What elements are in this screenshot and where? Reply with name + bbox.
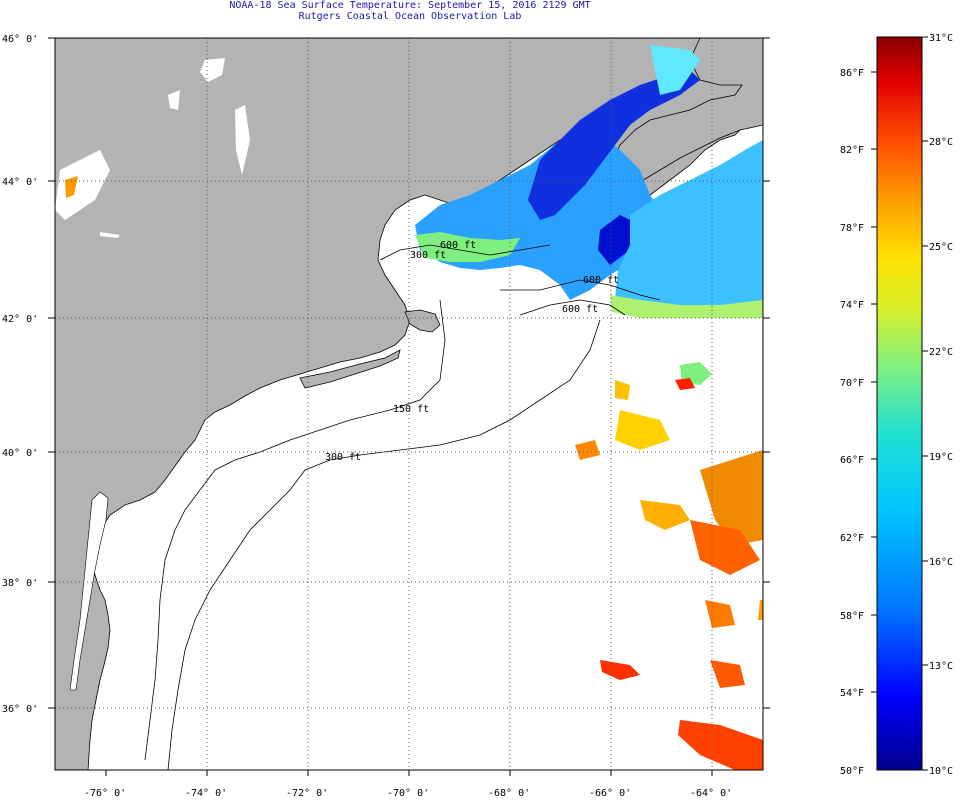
tick-marks	[48, 37, 770, 776]
longitude-labels: -76° 0' -74° 0' -72° 0' -70° 0' -68° 0' …	[84, 788, 732, 799]
cb-label-74f: 74°F	[840, 300, 864, 311]
contour-label-600ft: 600 ft	[562, 304, 598, 315]
bathymetry-contours	[144, 244, 661, 770]
lake-3	[168, 90, 180, 110]
cb-label-31c: 31°C	[929, 33, 953, 44]
lat-label-38: 38° 0'	[2, 578, 38, 589]
contour-label-150ft: 150 ft	[393, 404, 429, 415]
land-long-island	[299, 349, 401, 389]
colorbar-ticks	[871, 36, 928, 771]
colorbar-fahrenheit-labels: 86°F 82°F 78°F 74°F 70°F 66°F 62°F 58°F …	[840, 68, 864, 777]
lat-label-44: 44° 0'	[2, 177, 38, 188]
contour-label-300ft: 300 ft	[325, 452, 361, 463]
contour-label-600ft-maine: 600 ft	[440, 240, 476, 251]
map-subtitle: Rutgers Coastal Ocean Observation Lab	[298, 11, 522, 22]
cb-label-10c: 10°C	[929, 766, 953, 777]
contour-labels: 150 ft 300 ft 600 ft 300 ft 600 ft 600 f…	[325, 240, 619, 463]
contour-label-600ft-east: 600 ft	[583, 275, 619, 286]
land-cape-cod	[404, 309, 441, 333]
cb-label-25c: 25°C	[929, 242, 953, 253]
colorbar: 86°F 82°F 78°F 74°F 70°F 66°F 62°F 58°F …	[840, 33, 953, 777]
lake-ontario	[55, 150, 110, 220]
sst-warm-patches	[575, 362, 763, 770]
contour-label-300ft-north: 300 ft	[410, 250, 446, 261]
cb-label-78f: 78°F	[840, 223, 864, 234]
colorbar-bar	[876, 36, 923, 771]
colorbar-celsius-labels: 31°C 28°C 25°C 22°C 19°C 16°C 13°C 10°C	[929, 33, 953, 777]
cb-label-16c: 16°C	[929, 557, 953, 568]
sst-shelf-green	[610, 295, 763, 318]
sst-scotian-shelf	[615, 140, 763, 318]
cb-label-66f: 66°F	[840, 455, 864, 466]
sst-nova-blue-patch	[650, 45, 700, 95]
cb-label-28c: 28°C	[929, 137, 953, 148]
map-plot-area	[55, 38, 763, 770]
map-title: NOAA-18 Sea Surface Temperature: Septemb…	[229, 0, 591, 11]
lake-1	[200, 58, 225, 82]
cb-label-54f: 54°F	[840, 688, 864, 699]
latitude-labels: 46° 0' 44° 0' 42° 0' 40° 0' 38° 0' 36° 0…	[2, 34, 38, 715]
lon-label-66: -66° 0'	[589, 788, 631, 799]
cb-label-50f: 50°F	[840, 766, 864, 777]
chesapeake-bay	[69, 491, 109, 691]
lon-label-64: -64° 0'	[690, 788, 732, 799]
sst-cold-core	[598, 215, 640, 265]
lat-label-36: 36° 0'	[2, 704, 38, 715]
cb-label-70f: 70°F	[840, 378, 864, 389]
cb-label-86f: 86°F	[840, 68, 864, 79]
cb-label-19c: 19°C	[929, 452, 953, 463]
lat-label-40: 40° 0'	[2, 448, 38, 459]
cb-label-13c: 13°C	[929, 661, 953, 672]
lon-label-72: -72° 0'	[286, 788, 328, 799]
cb-label-22c: 22°C	[929, 347, 953, 358]
lon-label-70: -70° 0'	[387, 788, 429, 799]
lon-label-74: -74° 0'	[185, 788, 227, 799]
cb-label-62f: 62°F	[840, 533, 864, 544]
cb-label-82f: 82°F	[840, 145, 864, 156]
lake-warm-patch	[65, 176, 78, 198]
lon-label-68: -68° 0'	[488, 788, 530, 799]
cb-label-58f: 58°F	[840, 611, 864, 622]
lon-label-76: -76° 0'	[84, 788, 126, 799]
sst-bay-of-fundy	[528, 70, 700, 220]
lake-2	[235, 105, 250, 175]
lat-label-42: 42° 0'	[2, 314, 38, 325]
lake-4	[100, 232, 120, 238]
lat-label-46: 46° 0'	[2, 34, 38, 45]
